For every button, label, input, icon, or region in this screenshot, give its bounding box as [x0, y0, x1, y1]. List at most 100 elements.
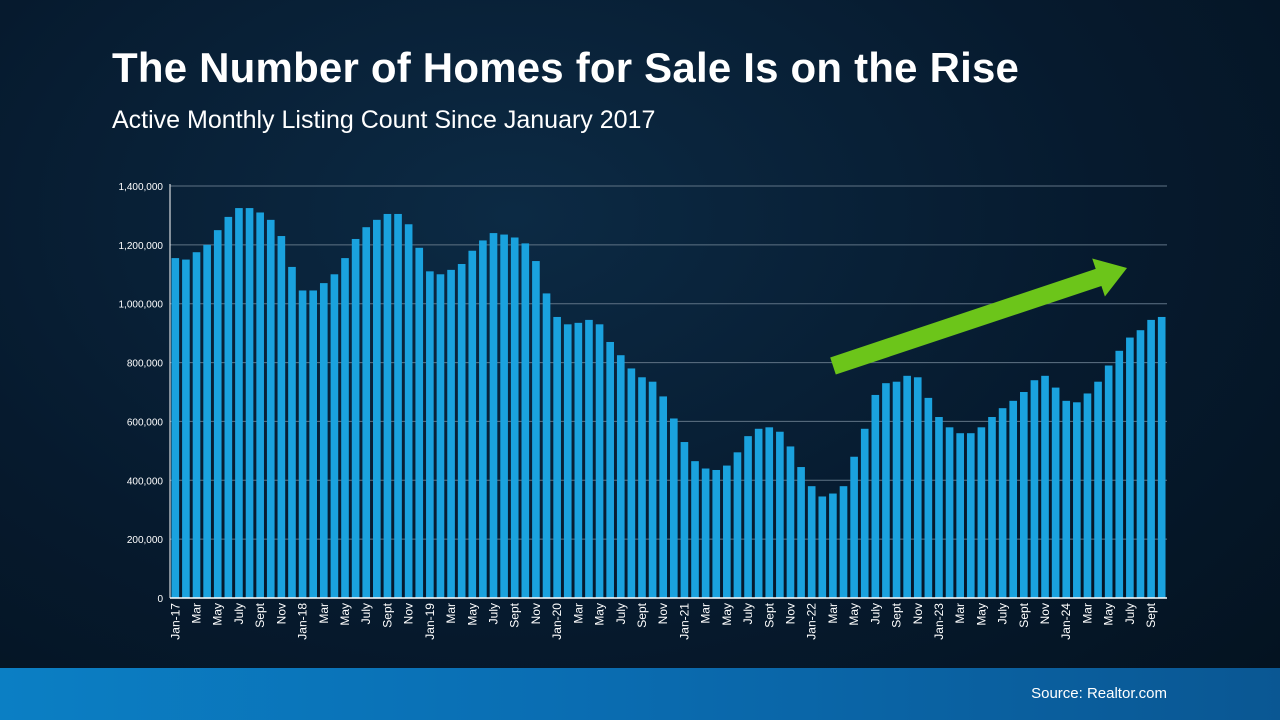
bar	[776, 431, 784, 598]
bar	[712, 469, 721, 598]
bar	[606, 341, 614, 598]
y-axis-tick-labels: 0 200,000 400,000 600,000 800,000 1,000,000 1,…	[119, 182, 164, 605]
bar	[701, 468, 710, 598]
x-tick-label: Mar	[1080, 603, 1094, 624]
bar	[627, 368, 636, 598]
bar	[744, 436, 752, 598]
x-tick-label: Nov	[529, 603, 543, 624]
x-tick-label: May	[847, 603, 861, 626]
x-tick-label: Jan-21	[677, 603, 691, 640]
bar	[1157, 316, 1166, 598]
bar	[829, 493, 837, 598]
bar	[659, 396, 668, 598]
bar	[182, 259, 190, 598]
source-credit: Source: Realtor.com	[1031, 685, 1167, 702]
bar	[426, 271, 434, 598]
bar	[1051, 387, 1060, 598]
bar	[415, 247, 424, 599]
bar	[1136, 330, 1145, 598]
x-tick-label: July	[996, 603, 1010, 624]
bar	[563, 324, 572, 598]
bar	[224, 216, 233, 598]
upward-trend-arrow	[830, 258, 1127, 375]
bar	[479, 240, 487, 598]
x-tick-label: Jan-18	[296, 603, 310, 640]
bar	[1073, 402, 1081, 598]
bar	[171, 258, 180, 598]
x-tick-label: July	[1123, 603, 1137, 624]
x-tick-label: Jan-22	[805, 603, 819, 640]
x-tick-label: July	[232, 603, 246, 624]
bar	[1030, 380, 1039, 598]
bar	[1019, 392, 1028, 598]
bar	[266, 219, 275, 599]
bar	[754, 428, 763, 598]
bar	[447, 269, 455, 598]
bar	[648, 381, 657, 598]
bar	[860, 428, 869, 598]
bar	[319, 283, 328, 598]
bar	[510, 237, 519, 598]
x-tick-label: Sept	[1017, 602, 1031, 627]
bar	[892, 381, 901, 598]
x-tick-label: May	[211, 603, 225, 626]
bar	[882, 383, 890, 598]
y-tick-label: 1,400,000	[119, 182, 164, 193]
bar	[277, 236, 286, 598]
bar	[1115, 350, 1124, 598]
bar	[553, 316, 561, 598]
bar	[924, 397, 933, 598]
bar	[669, 418, 678, 598]
bar	[913, 377, 922, 598]
x-axis-tick-labels: Jan-17 Mar May July Sept Nov Jan-18 Mar May July S…	[168, 602, 1158, 639]
bar	[404, 224, 413, 598]
bar	[988, 417, 996, 598]
bar	[192, 252, 201, 598]
x-tick-label: Nov	[911, 603, 925, 624]
bar	[245, 208, 254, 599]
y-tick-label: 400,000	[127, 476, 164, 487]
gridlines	[170, 185, 1167, 540]
y-tick-label: 1,200,000	[119, 241, 164, 252]
bar	[638, 377, 646, 598]
bar	[797, 467, 805, 598]
bar	[585, 319, 593, 598]
y-tick-label: 200,000	[127, 535, 164, 546]
x-tick-label: Sept	[508, 602, 522, 627]
bar	[903, 375, 911, 598]
bar	[373, 219, 381, 599]
bar	[691, 461, 699, 598]
bar	[213, 230, 222, 598]
bar	[966, 433, 975, 598]
x-tick-label: May	[720, 603, 734, 626]
bar	[235, 208, 243, 599]
bar	[765, 427, 774, 598]
x-tick-label: Sept	[380, 602, 394, 627]
bar	[595, 324, 604, 598]
x-tick-label: Mar	[953, 603, 967, 624]
x-tick-label: Jan-24	[1059, 603, 1073, 640]
bar	[436, 274, 445, 598]
y-tick-label: 1,000,000	[119, 300, 164, 311]
x-tick-label: Jan-23	[932, 603, 946, 640]
bar	[330, 274, 339, 598]
y-tick-label: 600,000	[127, 417, 164, 428]
x-tick-label: May	[1102, 603, 1116, 626]
bar	[935, 417, 943, 598]
x-tick-label: Nov	[1038, 603, 1052, 624]
bar	[203, 244, 211, 598]
x-tick-label: Jan-19	[423, 603, 437, 640]
bar	[1126, 337, 1134, 598]
bar	[871, 394, 880, 598]
bar	[850, 456, 858, 598]
y-tick-label: 800,000	[127, 359, 164, 370]
bar	[818, 496, 827, 598]
footer-band	[0, 668, 1280, 720]
x-tick-label: Mar	[190, 603, 204, 624]
x-tick-label: Mar	[317, 603, 331, 624]
x-tick-label: Sept	[635, 602, 649, 627]
x-tick-label: Jan-17	[168, 603, 182, 640]
bar	[786, 446, 795, 598]
x-tick-label: July	[486, 603, 500, 624]
x-tick-label: Sept	[890, 602, 904, 627]
